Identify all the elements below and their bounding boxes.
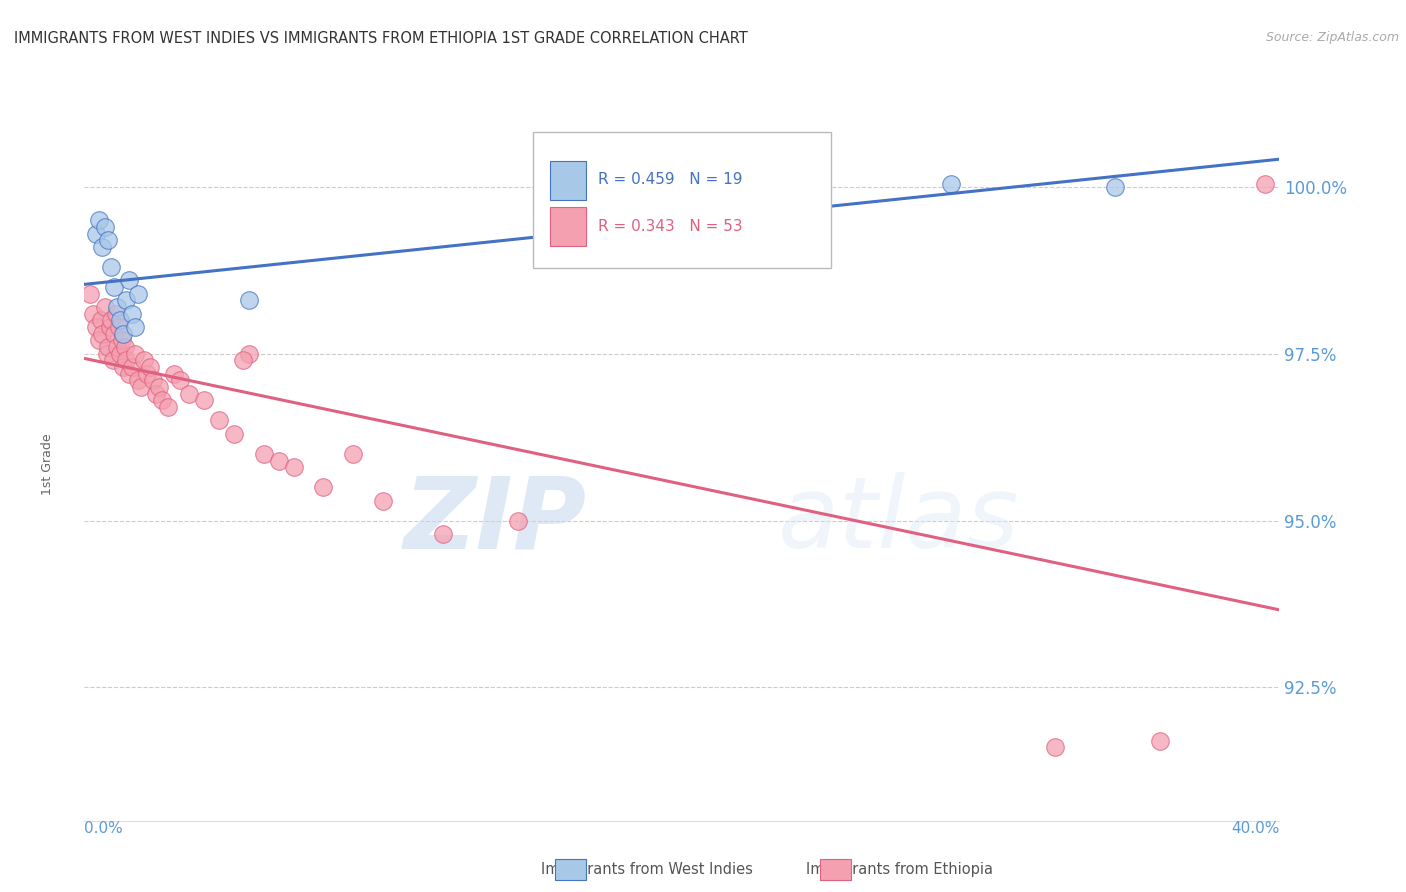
Text: Immigrants from West Indies: Immigrants from West Indies	[541, 863, 752, 877]
Point	[91, 326, 114, 341]
Point	[98, 320, 121, 334]
Point	[96, 347, 118, 361]
Point	[110, 313, 132, 327]
Point	[136, 367, 159, 381]
Point	[1045, 740, 1067, 755]
Text: 0.0%: 0.0%	[84, 821, 124, 836]
Point	[127, 374, 149, 388]
Text: Immigrants from Ethiopia: Immigrants from Ethiopia	[806, 863, 994, 877]
Point	[115, 353, 138, 368]
Point	[94, 300, 117, 314]
Text: R = 0.459   N = 19: R = 0.459 N = 19	[599, 172, 742, 187]
Point	[232, 353, 254, 368]
Point	[506, 514, 529, 528]
Point	[115, 293, 138, 308]
Point	[169, 374, 191, 388]
Point	[111, 334, 134, 348]
Point	[127, 286, 149, 301]
Point	[208, 413, 231, 427]
Point	[148, 380, 170, 394]
Point	[86, 320, 108, 334]
Point	[103, 326, 125, 341]
Point	[342, 447, 364, 461]
Point	[118, 273, 141, 287]
Text: atlas: atlas	[778, 473, 1019, 569]
Point	[101, 353, 124, 368]
Point	[94, 220, 117, 235]
Text: IMMIGRANTS FROM WEST INDIES VS IMMIGRANTS FROM ETHIOPIA 1ST GRADE CORRELATION CH: IMMIGRANTS FROM WEST INDIES VS IMMIGRANT…	[14, 31, 748, 46]
Point	[1104, 180, 1126, 194]
Point	[939, 177, 962, 191]
Point	[100, 260, 122, 274]
Bar	[551, 161, 586, 200]
Point	[91, 240, 114, 254]
Point	[103, 280, 125, 294]
Point	[121, 307, 143, 321]
Point	[1149, 733, 1171, 747]
Point	[112, 360, 135, 375]
Point	[121, 360, 143, 375]
FancyBboxPatch shape	[533, 132, 831, 268]
Point	[163, 367, 186, 381]
Point	[97, 340, 120, 354]
Point	[97, 234, 120, 248]
Point	[105, 340, 128, 354]
Point	[267, 453, 290, 467]
Point	[104, 307, 127, 321]
Text: 40.0%: 40.0%	[1232, 821, 1279, 836]
Point	[124, 347, 146, 361]
Point	[177, 386, 200, 401]
Point	[432, 527, 454, 541]
Text: 1st Grade: 1st Grade	[42, 433, 55, 495]
Point	[145, 386, 167, 401]
Point	[373, 493, 395, 508]
Point	[112, 326, 135, 341]
Point	[90, 313, 112, 327]
Text: R = 0.343   N = 53: R = 0.343 N = 53	[599, 219, 742, 234]
Text: ZIP: ZIP	[404, 473, 586, 569]
Point	[79, 286, 101, 301]
Bar	[551, 207, 586, 246]
Point	[253, 447, 276, 461]
Point	[1253, 177, 1275, 191]
Point	[134, 353, 156, 368]
Point	[89, 334, 111, 348]
Point	[150, 393, 173, 408]
Point	[82, 307, 104, 321]
Point	[142, 374, 165, 388]
Point	[124, 320, 146, 334]
Point	[86, 227, 108, 241]
Point	[89, 213, 111, 227]
Point	[107, 320, 129, 334]
Point	[100, 313, 122, 327]
Point	[118, 367, 141, 381]
Point	[312, 480, 335, 494]
Point	[193, 393, 215, 408]
Point	[745, 186, 768, 201]
Point	[129, 380, 152, 394]
Point	[110, 347, 132, 361]
Point	[139, 360, 162, 375]
Point	[157, 400, 180, 414]
Point	[114, 340, 136, 354]
Point	[222, 426, 245, 441]
Point	[283, 460, 305, 475]
Text: Source: ZipAtlas.com: Source: ZipAtlas.com	[1265, 31, 1399, 45]
Point	[238, 347, 260, 361]
Point	[105, 300, 128, 314]
Point	[238, 293, 260, 308]
